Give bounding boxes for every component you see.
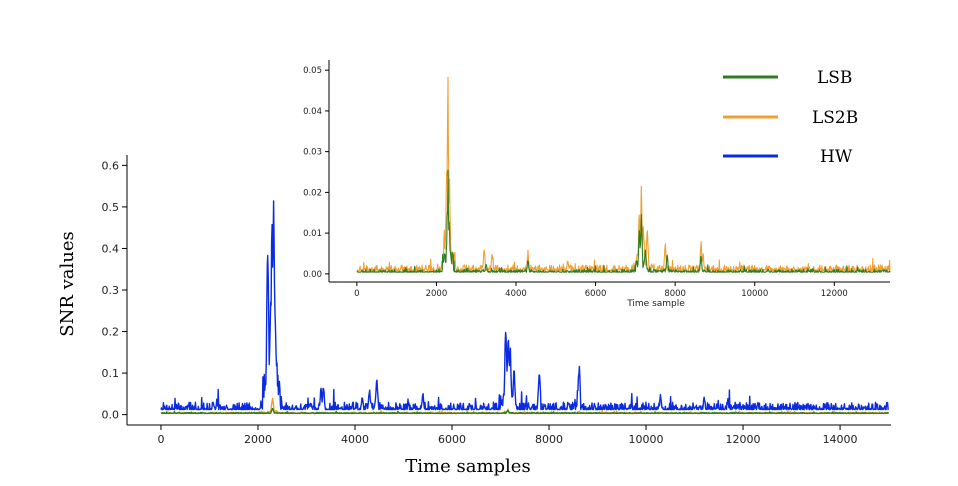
legend-label-lsb: LSB (817, 68, 852, 88)
main-y-tick-label: 0.4 (102, 242, 120, 255)
inset-x-axis-title: Time sample (626, 299, 685, 309)
main-x-tick-label: 12000 (726, 433, 761, 446)
inset-y-tick-label: 0.04 (303, 107, 322, 117)
main-series-hw (160, 200, 889, 411)
main-x-tick-label: 0 (157, 433, 164, 446)
inset-y-tick-label: 0.03 (303, 148, 322, 158)
main-x-tick-label: 14000 (823, 433, 858, 446)
inset-axes: 0 2000 4000 6000 8000 10000 12000 0.00 0.01 0.02 0… (303, 60, 890, 299)
inset-series-lsb (356, 169, 891, 273)
main-y-tick-label: 0.6 (102, 159, 120, 172)
main-chart: 0 2000 4000 6000 8000 10000 12000 14000 0.0 0.1 0.… (57, 155, 891, 477)
main-y-axis-title: SNR values (57, 231, 78, 337)
main-series-lsb (160, 407, 890, 415)
main-x-tick-label: 8000 (535, 433, 563, 446)
main-y-tick-label: 0.3 (102, 284, 120, 297)
inset-y-tick-label: 0.01 (303, 229, 322, 239)
main-x-tick-label: 6000 (438, 433, 466, 446)
inset-x-tick-label: 12000 (821, 289, 848, 299)
inset-y-tick-label: 0.02 (303, 188, 322, 198)
legend: LSB LS2B HW (723, 68, 858, 167)
main-x-axis-title: Time samples (405, 456, 530, 477)
inset-x-tick-label: 0 (354, 289, 359, 299)
inset-x-tick-label: 2000 (426, 289, 448, 299)
main-plot-area (160, 200, 890, 415)
inset-x-tick-label: 8000 (664, 289, 686, 299)
main-y-tick-label: 0.2 (102, 326, 120, 339)
legend-label-hw: HW (820, 147, 853, 167)
inset-x-tick-label: 6000 (585, 289, 607, 299)
inset-x-tick-label: 4000 (505, 289, 527, 299)
inset-x-tick-label: 10000 (741, 289, 768, 299)
main-axes: 0 2000 4000 6000 8000 10000 12000 14000 0.0 0.1 0.… (102, 155, 891, 446)
main-x-tick-label: 4000 (341, 433, 369, 446)
main-y-tick-label: 0.1 (102, 367, 120, 380)
main-x-tick-label: 10000 (629, 433, 664, 446)
legend-label-ls2b: LS2B (812, 108, 858, 128)
inset-y-tick-label: 0.05 (303, 66, 322, 76)
inset-background (318, 58, 892, 314)
main-y-tick-label: 0.5 (102, 201, 120, 214)
main-y-tick-label: 0.0 (102, 409, 120, 422)
inset-y-tick-label: 0.00 (303, 270, 322, 280)
main-x-tick-label: 2000 (244, 433, 272, 446)
inset-plot-area (356, 76, 891, 273)
inset-chart: 0 2000 4000 6000 8000 10000 12000 0.00 0.01 0.02 0… (303, 58, 892, 314)
